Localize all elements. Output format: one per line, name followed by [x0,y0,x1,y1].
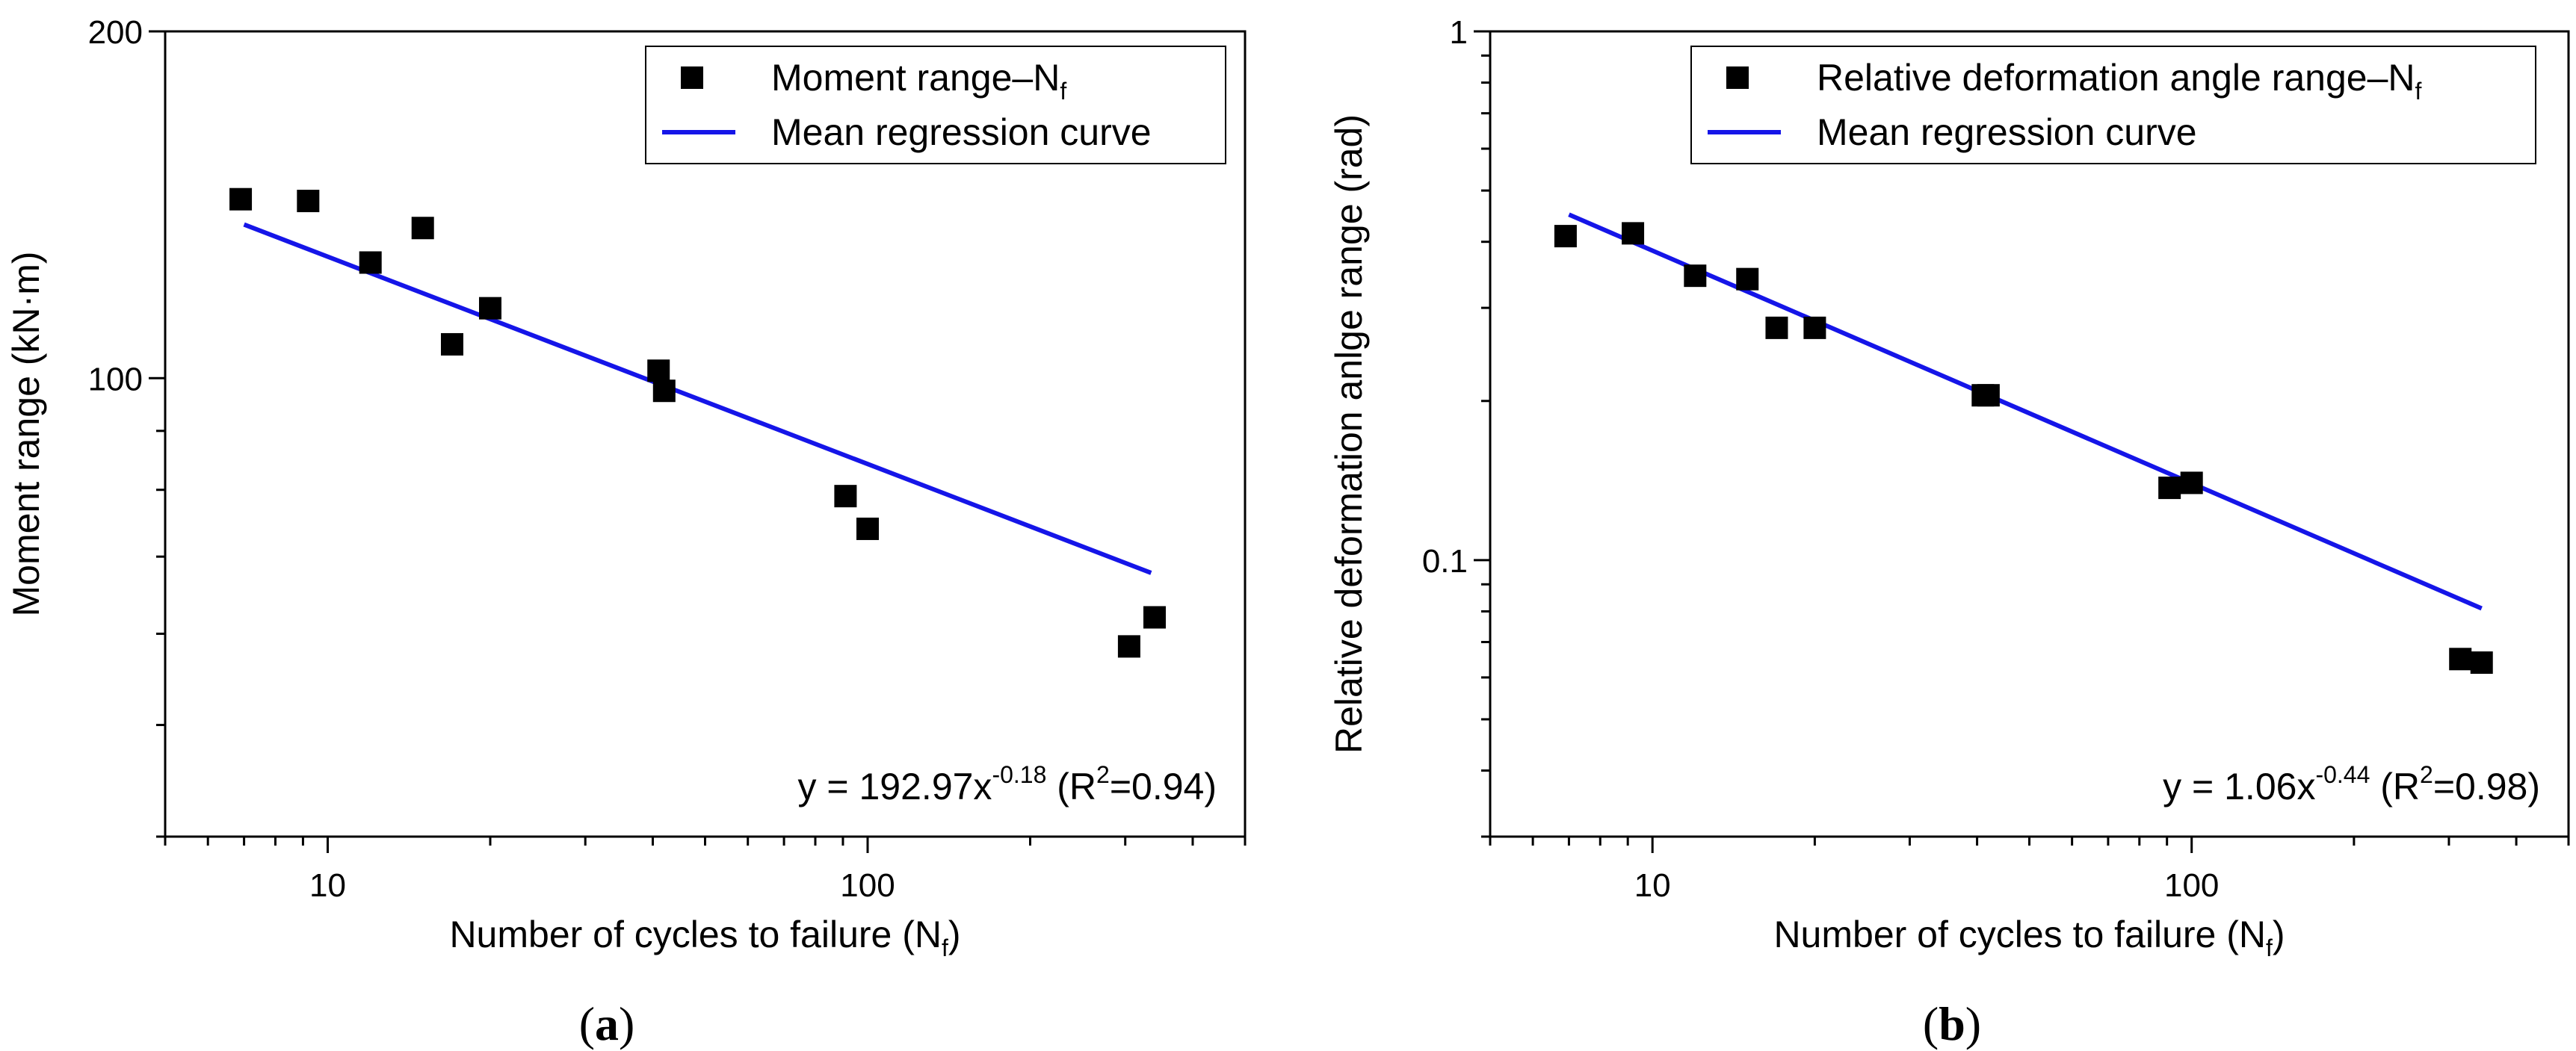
panel-label-letter: b [1939,997,1965,1050]
equation-prefix: y = 192.97x [798,766,992,807]
x-axis-title: Number of cycles to failure (Nf) [449,914,960,961]
data-point [411,217,434,240]
data-point [1803,316,1826,339]
y-axis-title: Relative deformation anlge range (rad) [1328,114,1370,754]
data-point [2158,477,2181,500]
panel-label-open: ( [579,997,595,1050]
regression-line [1568,212,2483,611]
x-axis-title-sub: f [942,934,948,961]
data-point [297,190,320,213]
equation-r2-sup: 2 [1096,761,1110,788]
data-point [1977,384,2000,407]
y-tick-label: 100 [88,361,143,397]
data-point [1765,316,1788,339]
legend-box [1690,46,2536,164]
x-tick-label: 10 [1634,867,1671,904]
data-point [652,379,676,403]
data-point [1736,267,1759,291]
x-axis-title-main: Number of cycles to failure (N [1773,914,2266,955]
data-point [1622,222,1645,245]
legend-box [645,46,1226,164]
panel-label-close: ) [1965,997,1981,1050]
data-point [2180,471,2203,495]
data-point [1684,264,1707,288]
legend: Relative deformation angle range–Nf Mean … [1690,46,2536,164]
legend: Moment range–Nf Mean regression curve [645,46,1226,164]
legend-marker-symbol [681,66,703,89]
x-axis-title-main: Number of cycles to failure (N [449,914,942,955]
data-point [2449,648,2472,671]
data-point [1143,606,1166,629]
equation-exponent: -0.44 [2315,761,2370,788]
legend-label-markers-main: Relative deformation angle range–N [1817,57,2415,99]
data-point [1554,225,1577,248]
legend-label-markers: Moment range–Nf [771,57,1066,105]
panel-label: (a) [579,997,635,1050]
y-axis-ticks [149,30,165,838]
legend-label-markers-main: Moment range–N [771,57,1060,99]
equation-prefix: y = 1.06x [2163,766,2315,807]
x-axis-ticks [1489,837,2570,853]
y-axis-title: Moment range (kN·m) [5,252,47,617]
equation-exponent: -0.18 [992,761,1046,788]
data-points [229,187,1166,658]
legend-label-markers: Relative deformation angle range–Nf [1817,57,2422,105]
legend-label-line: Mean regression curve [771,111,1152,153]
legend-marker-symbol [1726,66,1749,89]
legend-label-line: Mean regression curve [1817,111,2197,153]
data-point [2470,651,2493,675]
data-point [440,332,463,356]
x-axis-ticks [164,837,1247,853]
data-point [359,251,382,274]
panel-label: (b) [1923,997,1981,1050]
equation-annotation: y = 1.06x-0.44 (R2=0.98) [2163,761,2540,807]
data-point [1117,635,1140,658]
y-tick-label: 200 [88,14,143,51]
chart-a: 10 100 100 200 Number of cycles to failure (… [5,14,1247,1050]
data-point [229,187,253,211]
regression-line [243,222,1152,575]
x-tick-label: 10 [309,867,346,904]
x-axis-title-tail: ) [948,914,961,955]
data-point [834,485,857,508]
data-points [1554,222,2493,675]
equation-r2-sup: 2 [2420,761,2433,788]
equation-annotation: y = 192.97x-0.18 (R2=0.94) [798,761,1217,807]
equation-suffix: =0.98) [2433,766,2540,807]
x-tick-label: 100 [2164,867,2219,904]
y-tick-label: 1 [1450,14,1468,51]
data-point [856,517,879,540]
data-point [478,297,501,320]
legend-label-markers-sub: f [1060,78,1066,105]
x-tick-label: 100 [840,867,895,904]
panel-label-letter: a [595,997,619,1050]
panel-label-open: ( [1923,997,1939,1050]
y-axis-ticks [1474,30,1490,838]
equation-mid: (R [2370,766,2420,807]
y-tick-label: 0.1 [1422,543,1468,580]
x-axis-title-tail: ) [2273,914,2285,955]
x-axis-title: Number of cycles to failure (Nf) [1773,914,2285,961]
equation-mid: (R [1046,766,1096,807]
legend-label-markers-sub: f [2415,78,2422,105]
equation-suffix: =0.94) [1110,766,1217,807]
data-point [647,359,670,382]
panel-label-close: ) [619,997,634,1050]
x-axis-title-sub: f [2266,934,2273,961]
